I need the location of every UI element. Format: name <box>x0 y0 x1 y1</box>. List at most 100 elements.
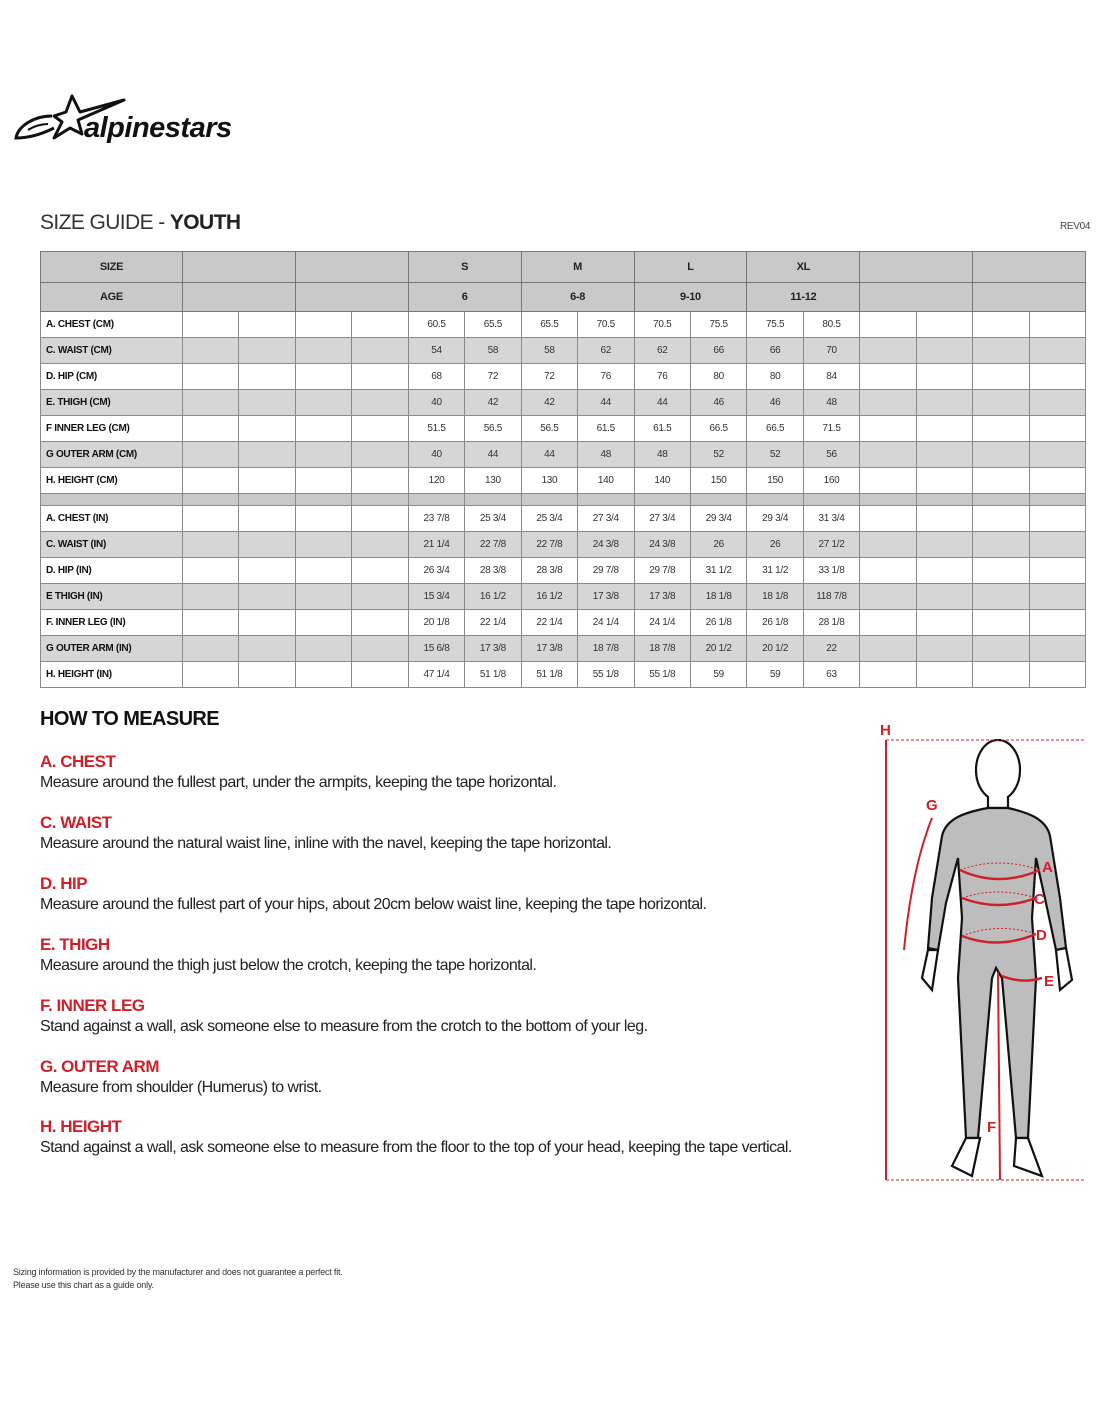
empty-cell <box>1028 531 1087 558</box>
empty-cell <box>915 363 974 390</box>
measure-item: E. THIGH Measure around the thigh just be… <box>40 935 537 976</box>
empty-cell <box>238 505 296 532</box>
size-header-cell: S <box>407 251 522 283</box>
row-label: D. HIP (IN) <box>40 557 183 584</box>
empty-cell <box>859 583 917 610</box>
value-cell: 160 <box>802 467 861 494</box>
row-label: E. THIGH (CM) <box>40 389 183 416</box>
separator-cell <box>238 493 296 506</box>
row-label: C. WAIST (CM) <box>40 337 183 364</box>
value-cell: 26 <box>746 531 804 558</box>
age-header-cell <box>972 282 1086 312</box>
separator-cell <box>1028 493 1087 506</box>
value-cell: 52 <box>689 441 748 468</box>
empty-cell <box>294 505 353 532</box>
empty-cell <box>859 557 917 584</box>
empty-cell <box>972 531 1030 558</box>
value-cell: 75.5 <box>689 311 748 338</box>
empty-cell <box>915 505 974 532</box>
value-cell: 59 <box>746 661 804 688</box>
empty-cell <box>294 557 353 584</box>
empty-cell <box>238 531 296 558</box>
empty-cell <box>238 337 296 364</box>
empty-cell <box>972 661 1030 688</box>
value-cell: 22 7/8 <box>464 531 522 558</box>
measure-description: Stand against a wall, ask someone else t… <box>40 1018 648 1035</box>
measure-title: D. HIP <box>40 874 88 893</box>
separator-cell <box>633 493 691 506</box>
empty-cell <box>294 337 353 364</box>
value-cell: 56.5 <box>464 415 522 442</box>
empty-cell <box>181 505 240 532</box>
empty-cell <box>351 363 409 390</box>
value-cell: 20 1/2 <box>689 635 748 662</box>
table-row: A. CHEST (IN) 23 7/8 25 3/4 25 3/4 27 3/4 27 … <box>40 505 1087 532</box>
value-cell: 28 3/8 <box>464 557 522 584</box>
empty-cell <box>238 635 296 662</box>
separator-cell <box>40 493 183 506</box>
empty-cell <box>972 583 1030 610</box>
empty-cell <box>972 609 1030 636</box>
age-header-cell: 6 <box>407 282 522 312</box>
value-cell: 66.5 <box>689 415 748 442</box>
size-header-cell: L <box>633 251 748 283</box>
value-cell: 71.5 <box>802 415 861 442</box>
size-header-cell <box>294 251 409 283</box>
value-cell: 20 1/8 <box>407 609 466 636</box>
empty-cell <box>1028 583 1087 610</box>
title-prefix: SIZE GUIDE - <box>40 211 170 234</box>
unit-separator-row <box>40 493 1087 506</box>
row-label: G OUTER ARM (CM) <box>40 441 183 468</box>
empty-cell <box>238 661 296 688</box>
value-cell: 51 1/8 <box>520 661 579 688</box>
empty-cell <box>294 635 353 662</box>
value-cell: 58 <box>520 337 579 364</box>
empty-cell <box>351 311 409 338</box>
title-category: YOUTH <box>169 211 241 234</box>
value-cell: 17 3/8 <box>633 583 691 610</box>
empty-cell <box>915 415 974 442</box>
value-cell: 84 <box>802 363 861 390</box>
empty-cell <box>181 661 240 688</box>
table-row: G OUTER ARM (CM) 40 44 44 48 48 52 52 56 <box>40 441 1087 468</box>
empty-cell <box>238 609 296 636</box>
value-cell: 31 1/2 <box>746 557 804 584</box>
label-a: A <box>1042 859 1053 876</box>
empty-cell <box>351 337 409 364</box>
empty-cell <box>294 583 353 610</box>
value-cell: 23 7/8 <box>407 505 466 532</box>
value-cell: 27 3/4 <box>577 505 635 532</box>
empty-cell <box>972 389 1030 416</box>
value-cell: 15 3/4 <box>407 583 466 610</box>
empty-cell <box>351 531 409 558</box>
size-table: SIZE S M L XL AGE 6 6-8 9-10 11-12 A. CHEST (CM) 60… <box>40 251 1087 688</box>
row-label: H. HEIGHT (CM) <box>40 467 183 494</box>
row-label: E THIGH (IN) <box>40 583 183 610</box>
value-cell: 27 1/2 <box>802 531 861 558</box>
value-cell: 29 3/4 <box>689 505 748 532</box>
separator-cell <box>520 493 579 506</box>
empty-cell <box>972 415 1030 442</box>
value-cell: 76 <box>633 363 691 390</box>
empty-cell <box>972 635 1030 662</box>
value-cell: 44 <box>520 441 579 468</box>
value-cell: 66.5 <box>746 415 804 442</box>
value-cell: 17 3/8 <box>520 635 579 662</box>
age-header-cell <box>182 282 296 312</box>
disclaimer: Sizing information is provided by the ma… <box>13 1266 343 1292</box>
separator-cell <box>407 493 466 506</box>
empty-cell <box>859 311 917 338</box>
value-cell: 120 <box>407 467 466 494</box>
empty-cell <box>859 609 917 636</box>
separator-cell <box>294 493 353 506</box>
row-label: H. HEIGHT (IN) <box>40 661 183 688</box>
size-header-label: SIZE <box>40 251 183 283</box>
empty-cell <box>972 557 1030 584</box>
measure-description: Measure around the fullest part of your … <box>40 896 707 913</box>
table-row: E THIGH (IN) 15 3/4 16 1/2 16 1/2 17 3/8 17 3… <box>40 583 1087 610</box>
table-row: C. WAIST (IN) 21 1/4 22 7/8 22 7/8 24 3/8 24 … <box>40 531 1087 558</box>
how-to-measure-title: HOW TO MEASURE <box>40 708 220 730</box>
value-cell: 42 <box>520 389 579 416</box>
measure-item: H. HEIGHT Stand against a wall, ask someo… <box>40 1117 792 1158</box>
measure-title: H. HEIGHT <box>40 1117 122 1136</box>
